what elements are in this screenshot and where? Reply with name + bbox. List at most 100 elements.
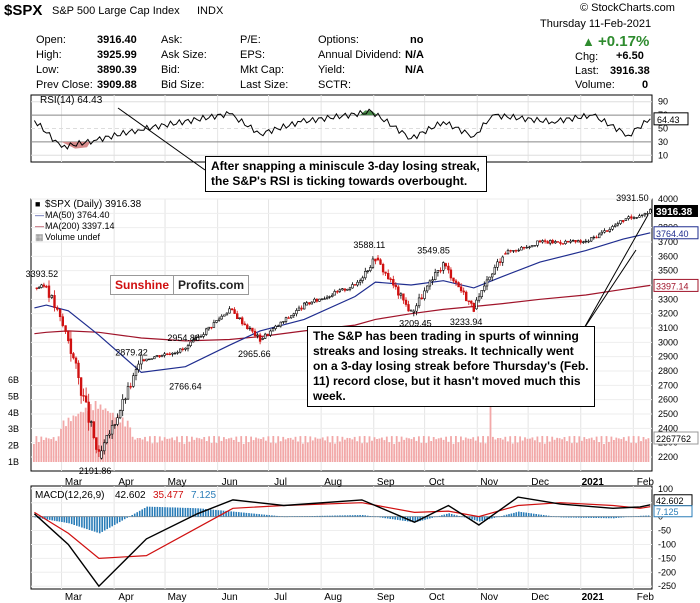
volume-bar: [642, 437, 645, 462]
volume-bar: [585, 439, 588, 462]
macd-hist-bar: [227, 511, 230, 517]
candle-body: [160, 355, 164, 358]
candle-body: [251, 327, 254, 332]
volume-bar: [65, 426, 67, 462]
volume-tick-label: 6B: [8, 375, 19, 385]
macd-hist-bar: [615, 516, 617, 518]
macd-hist-bar: [76, 516, 78, 526]
volume-bar: [163, 437, 166, 462]
rsi-last-label: 64.43: [657, 115, 680, 125]
ma50-line: [34, 232, 651, 374]
volume-bar: [116, 414, 119, 462]
symbol-name: S&P 500 Large Cap Index: [52, 5, 180, 17]
volume-bar: [126, 420, 129, 462]
volume-tick-label: 3B: [8, 424, 19, 434]
candle-body: [635, 217, 638, 219]
volume-bar: [571, 443, 573, 462]
volume-bar: [205, 441, 208, 462]
macd-hist-bar: [389, 516, 391, 519]
volume-bar: [269, 442, 272, 462]
candle-body: [269, 330, 272, 336]
macd-tick-label: -200: [658, 567, 676, 577]
month-tick-label: Sep: [377, 592, 395, 603]
volume-bar: [213, 436, 215, 462]
candle-body: [374, 258, 377, 262]
macd-hist-bar: [278, 516, 281, 517]
volume-bar: [553, 439, 556, 462]
macd-hist-bar: [414, 516, 417, 523]
macd-hist-bar: [179, 507, 182, 517]
candle-body: [467, 300, 470, 302]
macd-hist-bar: [334, 515, 336, 517]
macd-hist-bar: [572, 516, 575, 518]
volume-bar: [447, 441, 450, 462]
candle-body: [74, 357, 78, 364]
candle-body: [168, 353, 171, 355]
volume-bar: [289, 437, 292, 462]
macd-hist-bar: [321, 515, 324, 517]
candle-body: [217, 318, 221, 321]
macd-hist-bar: [281, 516, 283, 517]
candle-body: [462, 290, 465, 293]
volume-bar: [371, 440, 373, 462]
stat-label: High:: [36, 49, 62, 61]
macd-hist-bar: [525, 512, 527, 517]
candle-body: [632, 217, 636, 219]
volume-bar: [563, 437, 566, 462]
candle-body: [589, 237, 593, 242]
candle-body: [61, 316, 65, 326]
volume-bar: [104, 408, 107, 462]
volume-bar: [272, 436, 275, 462]
stat-value: N/A: [405, 49, 424, 61]
month-tick-label: Feb: [637, 477, 655, 488]
macd-hist-bar: [481, 516, 483, 521]
macd-hist-bar: [471, 516, 473, 520]
candle-body: [394, 284, 397, 288]
macd-hist-bar: [253, 513, 255, 517]
stat-label: EPS:: [240, 49, 266, 61]
candle-body: [514, 250, 518, 252]
macd-hist-bar: [207, 509, 210, 517]
volume-bar: [568, 436, 571, 462]
price-tick-label: 3000: [658, 337, 678, 347]
volume-bar: [321, 437, 324, 462]
candle-body: [220, 315, 223, 320]
candle-body: [230, 308, 234, 310]
macd-hist-bar: [518, 511, 520, 517]
candle-body: [517, 249, 520, 252]
volume-bar: [109, 412, 112, 462]
stat-label: Ask Size:: [161, 49, 207, 61]
volume-bar: [580, 440, 583, 462]
macd-hist-bar: [70, 516, 73, 525]
candle-body: [45, 286, 48, 288]
volume-bar: [341, 436, 344, 462]
stat-label: Prev Close:: [36, 79, 93, 91]
volume-bar: [47, 438, 50, 462]
candle-body: [223, 314, 226, 317]
macd-hist-bar: [81, 516, 83, 528]
volume-bar: [131, 436, 134, 462]
candle-body: [295, 310, 298, 315]
price-tick-label: 4000: [658, 194, 678, 204]
candle-body: [569, 240, 572, 243]
macd-hist-bar: [361, 515, 364, 517]
volume-bar: [299, 436, 302, 462]
macd-hist-bar: [159, 507, 161, 517]
macd-hist-bar: [371, 516, 374, 517]
volume-bar: [274, 443, 277, 462]
candle-body: [241, 317, 244, 325]
macd-hist-bar: [590, 516, 592, 518]
macd-hist-bar: [169, 507, 171, 517]
macd-hist-bar: [101, 516, 103, 532]
candle-body: [369, 267, 372, 272]
macd-hist-bar: [412, 516, 414, 523]
candle-body: [50, 295, 54, 298]
macd-hist-bar: [194, 508, 197, 517]
volume-bar: [418, 436, 420, 462]
macd-hist-bar: [154, 506, 156, 517]
volume-bar: [425, 443, 428, 462]
candle-body: [158, 355, 161, 358]
macd-hist-bar: [197, 508, 199, 517]
candle-body: [646, 213, 649, 215]
